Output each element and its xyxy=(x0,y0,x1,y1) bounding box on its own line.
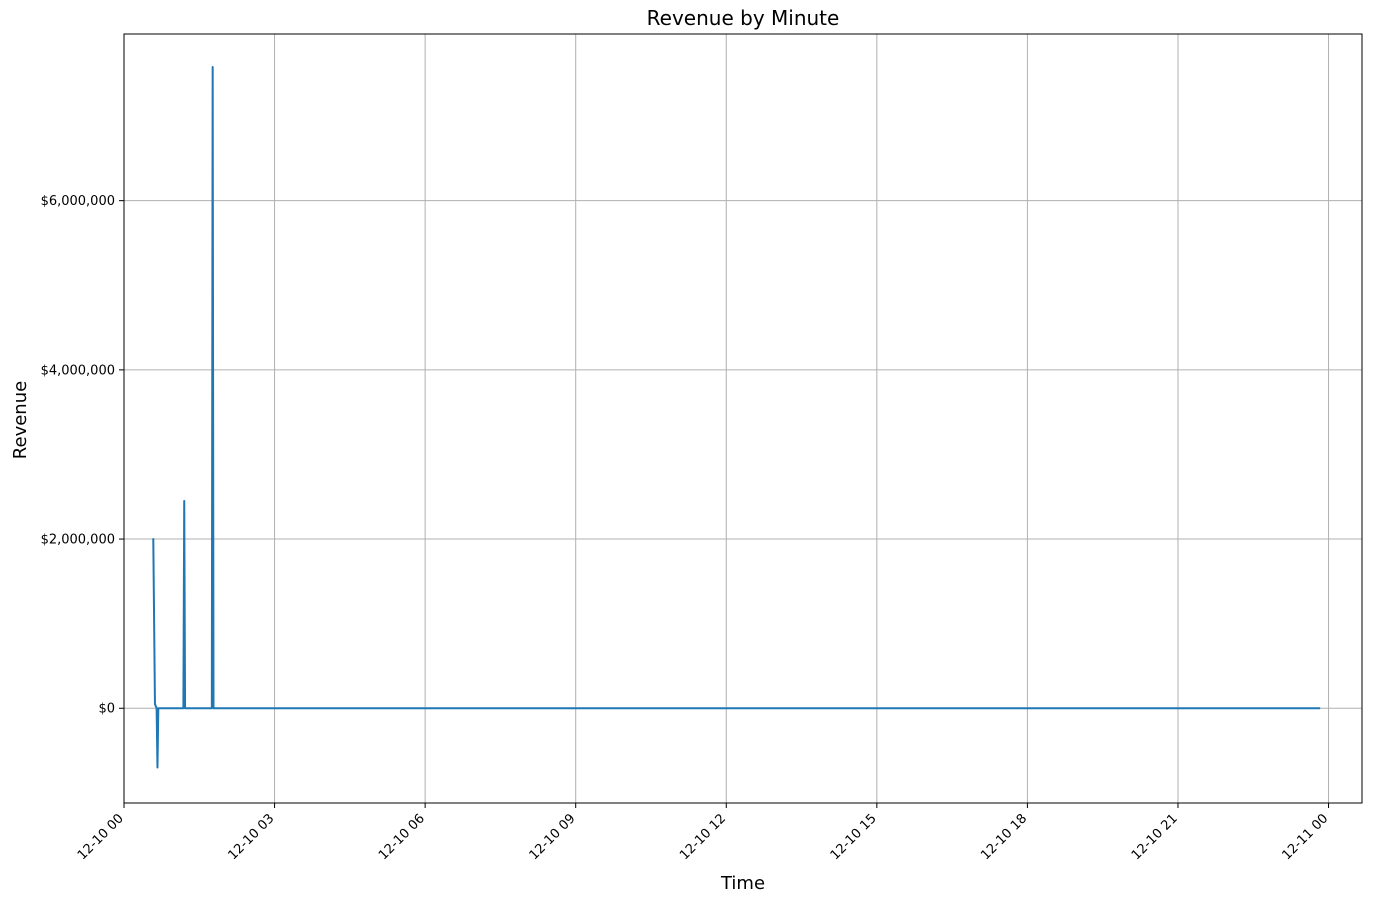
y-tick-label: $0 xyxy=(98,702,115,717)
y-axis-label: Revenue xyxy=(10,381,31,459)
x-axis: 12-10 00 12-10 03 12-10 06 12-10 09 12-10 12… xyxy=(75,803,1331,863)
plot-frame xyxy=(123,33,1363,804)
x-axis-label: Time xyxy=(720,873,765,894)
y-tick-label: $4,000,000 xyxy=(41,363,115,378)
revenue-series-line xyxy=(152,65,1321,769)
chart-title: Revenue by Minute xyxy=(647,6,840,30)
x-tick-label: 12-10 03 xyxy=(225,811,277,863)
x-tick-label: 12-10 12 xyxy=(677,811,729,863)
data-series xyxy=(152,65,1321,769)
x-tick-label: 12-10 06 xyxy=(376,811,428,863)
y-tick-label: $2,000,000 xyxy=(41,533,115,548)
x-tick-label: 12-10 09 xyxy=(527,811,579,863)
x-tick-label: 12-10 15 xyxy=(828,811,880,863)
x-tick-label: 12-10 18 xyxy=(978,811,1030,863)
y-tick-label: $6,000,000 xyxy=(41,194,115,209)
x-tick-label: 12-10 21 xyxy=(1129,811,1181,863)
y-axis: $0 $2,000,000 $4,000,000 $6,000,000 xyxy=(41,194,124,717)
x-tick-label: 12-11 00 xyxy=(1279,811,1331,863)
grid-lines xyxy=(123,34,1362,803)
x-tick-label: 12-10 00 xyxy=(75,811,127,863)
